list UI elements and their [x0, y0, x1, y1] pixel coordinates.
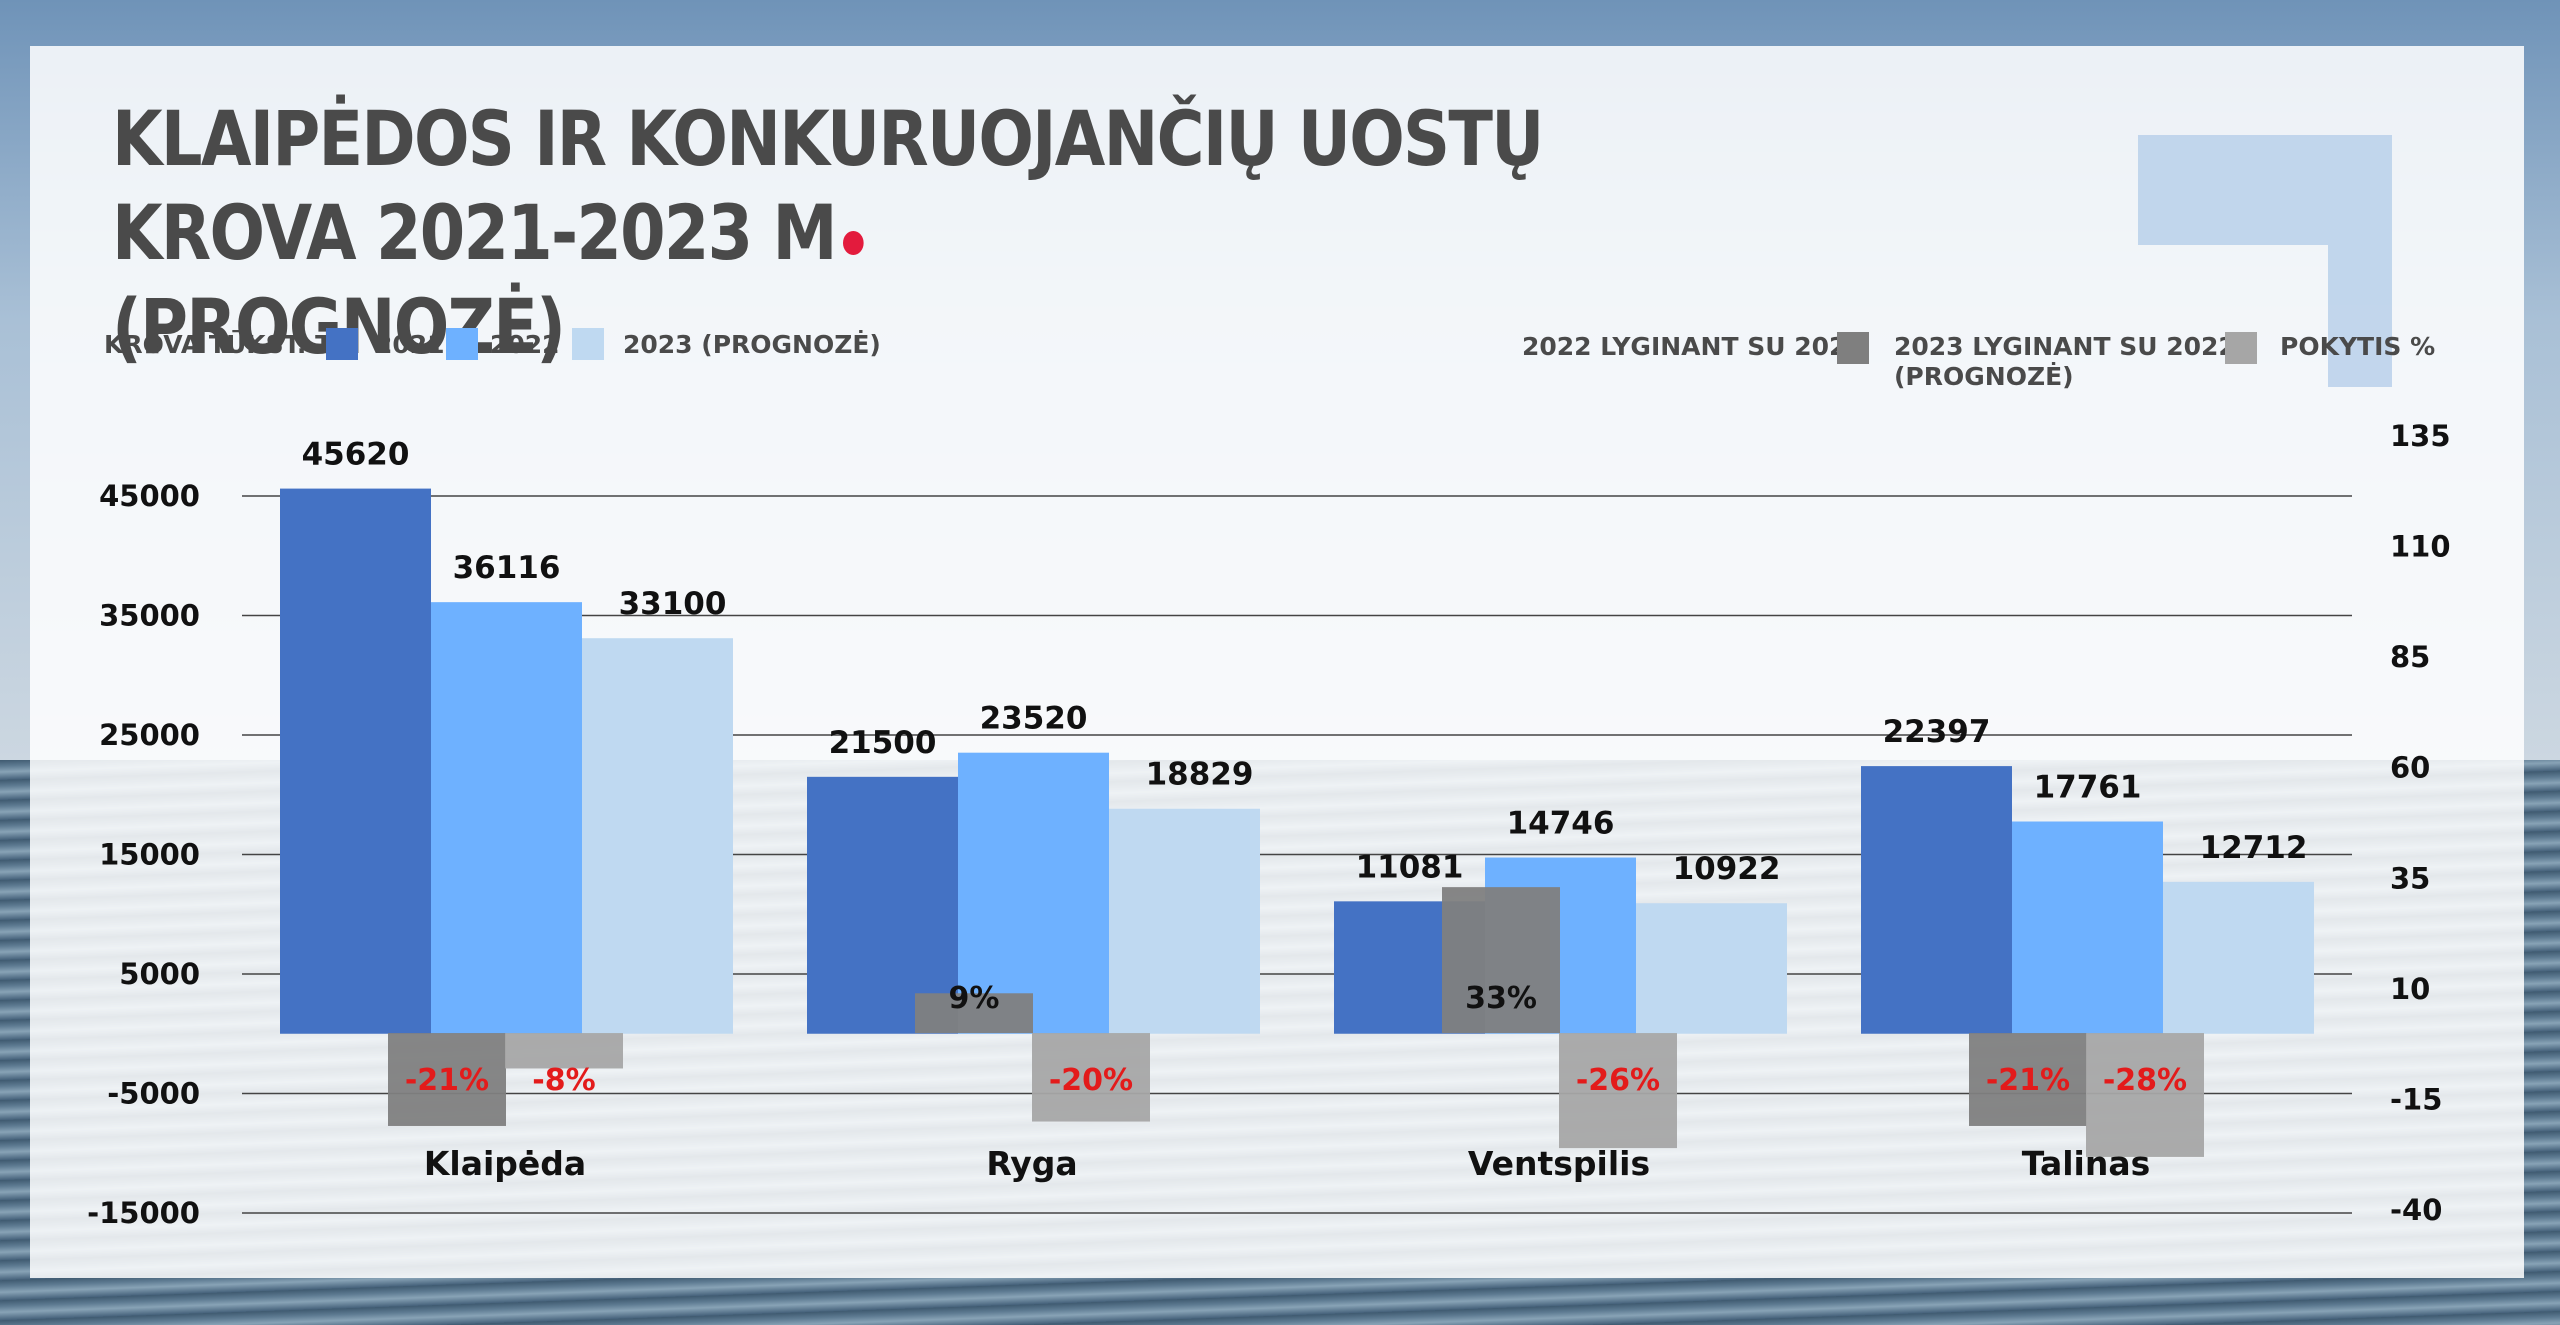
y-left-tick-label: -5000: [107, 1077, 200, 1111]
bar-change-2023: [505, 1033, 623, 1069]
legend-label-change-2023: 2023 LYGINANT SU 2022 (PROGNOZĖ): [1894, 332, 2236, 391]
y-left-tick-label: 45000: [99, 479, 200, 513]
category-label: Ryga: [986, 1144, 1077, 1183]
bar-2021: [1861, 766, 2012, 1034]
y-right-tick-label: 10: [2390, 972, 2430, 1006]
y-right-tick-label: 85: [2390, 640, 2430, 674]
chart-title: KLAIPĖDOS IR KONKURUOJANČIŲ UOSTŲ KROVA …: [112, 94, 1544, 371]
percent-label: -26%: [1576, 1063, 1660, 1098]
y-right-tick-label: 35: [2390, 861, 2430, 895]
percent-label: -8%: [532, 1063, 595, 1098]
bar-change-2023: [2086, 1033, 2204, 1157]
y-right-tick-label: -15: [2390, 1082, 2442, 1116]
bar-2023-prognoz-: [582, 638, 733, 1034]
legend-swatch-2021: [326, 328, 358, 360]
data-label: 45620: [302, 437, 410, 473]
data-label: 17761: [2034, 770, 2142, 806]
bar-2023-prognoz-: [2163, 881, 2314, 1034]
y-left-tick-label: 15000: [99, 838, 200, 872]
data-label: 33100: [619, 586, 727, 622]
data-label: 18829: [1146, 757, 1254, 793]
category-label: Klaipėda: [424, 1144, 586, 1183]
bar-2021: [807, 776, 958, 1034]
bar-change-2022: [1442, 887, 1560, 1034]
bar-change-2022: [915, 993, 1033, 1034]
data-label: 10922: [1673, 851, 1781, 887]
data-label: 22397: [1883, 714, 1991, 750]
bar-2023-prognoz-: [1636, 903, 1787, 1034]
legend-swatch-2022: [446, 328, 478, 360]
corner-bracket-decoration: [2138, 135, 2392, 387]
bar-2021: [280, 488, 431, 1034]
y-right-tick-label: 60: [2390, 751, 2430, 785]
y-right-tick-label: 110: [2390, 530, 2451, 564]
category-label: Talinas: [2022, 1144, 2151, 1183]
percent-label: 33%: [1465, 981, 1537, 1016]
y-left-tick-label: 5000: [119, 957, 200, 991]
accent-dot: [842, 231, 864, 255]
legend-swatch-2023: [572, 328, 604, 360]
legend-right-label: POKYTIS %: [2280, 332, 2436, 361]
percent-label: -21%: [405, 1063, 489, 1098]
legend-label-change-2022: 2022 LYGINANT SU 2021: [1522, 332, 1864, 361]
data-label: 14746: [1507, 806, 1615, 842]
y-right-tick-label: -40: [2390, 1193, 2442, 1227]
data-label: 12712: [2200, 830, 2308, 866]
bar-change-2022: [1969, 1033, 2087, 1126]
percent-label: -21%: [1986, 1063, 2070, 1098]
percent-label: 9%: [949, 981, 1000, 1016]
bar-2022: [958, 752, 1109, 1034]
bar-2023-prognoz-: [1109, 808, 1260, 1034]
legend-swatch-change-2022: [1837, 332, 1869, 364]
bar-2022: [2012, 821, 2163, 1034]
legend-left-label: KROVA TŪKST. T: [104, 330, 333, 359]
bar-2022: [431, 602, 582, 1034]
bar-change-2023: [1032, 1033, 1150, 1122]
category-label: Ventspilis: [1468, 1144, 1650, 1183]
data-label: 11081: [1356, 849, 1464, 885]
data-label: 21500: [829, 725, 937, 761]
legend-label-2021: 2021: [375, 330, 445, 359]
bar-change-2023: [1559, 1033, 1677, 1149]
y-left-tick-label: -15000: [87, 1196, 200, 1230]
percent-label: -28%: [2103, 1063, 2187, 1098]
legend-label-2023: 2023 (PROGNOZĖ): [623, 330, 881, 359]
y-left-tick-label: 25000: [99, 718, 200, 752]
data-label: 23520: [980, 701, 1088, 737]
legend-label-2022: 2022: [490, 330, 560, 359]
percent-label: -20%: [1049, 1063, 1133, 1098]
y-right-tick-label: 135: [2390, 419, 2451, 453]
data-label: 36116: [453, 550, 561, 586]
bar-change-2022: [388, 1033, 506, 1126]
y-left-tick-label: 35000: [99, 599, 200, 633]
legend-swatch-change-2023: [2225, 332, 2257, 364]
